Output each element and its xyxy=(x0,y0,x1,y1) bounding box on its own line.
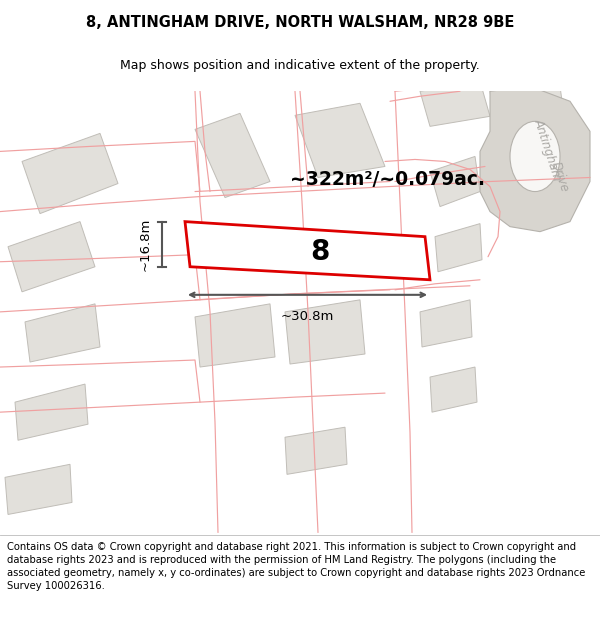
Polygon shape xyxy=(430,367,477,412)
Polygon shape xyxy=(285,300,365,364)
Text: Drive: Drive xyxy=(549,159,571,193)
Polygon shape xyxy=(295,103,385,178)
Text: ~322m²/~0.079ac.: ~322m²/~0.079ac. xyxy=(290,170,485,189)
Polygon shape xyxy=(195,304,275,367)
Text: Contains OS data © Crown copyright and database right 2021. This information is : Contains OS data © Crown copyright and d… xyxy=(7,542,586,591)
Polygon shape xyxy=(480,86,590,232)
Text: Antingham: Antingham xyxy=(532,117,564,182)
Polygon shape xyxy=(435,224,482,272)
Polygon shape xyxy=(285,428,347,474)
Text: 8: 8 xyxy=(310,238,329,266)
Polygon shape xyxy=(420,81,490,126)
Polygon shape xyxy=(420,300,472,347)
Polygon shape xyxy=(490,86,565,128)
Text: 8, ANTINGHAM DRIVE, NORTH WALSHAM, NR28 9BE: 8, ANTINGHAM DRIVE, NORTH WALSHAM, NR28 … xyxy=(86,15,514,30)
Polygon shape xyxy=(5,464,72,514)
Text: ~16.8m: ~16.8m xyxy=(139,218,152,271)
Text: ~30.8m: ~30.8m xyxy=(280,310,334,323)
Polygon shape xyxy=(185,222,430,280)
Ellipse shape xyxy=(510,121,560,191)
Polygon shape xyxy=(8,222,95,292)
Text: Map shows position and indicative extent of the property.: Map shows position and indicative extent… xyxy=(120,59,480,72)
Polygon shape xyxy=(25,304,100,362)
Polygon shape xyxy=(195,113,270,198)
Polygon shape xyxy=(15,384,88,440)
Polygon shape xyxy=(22,133,118,214)
Polygon shape xyxy=(430,156,480,207)
